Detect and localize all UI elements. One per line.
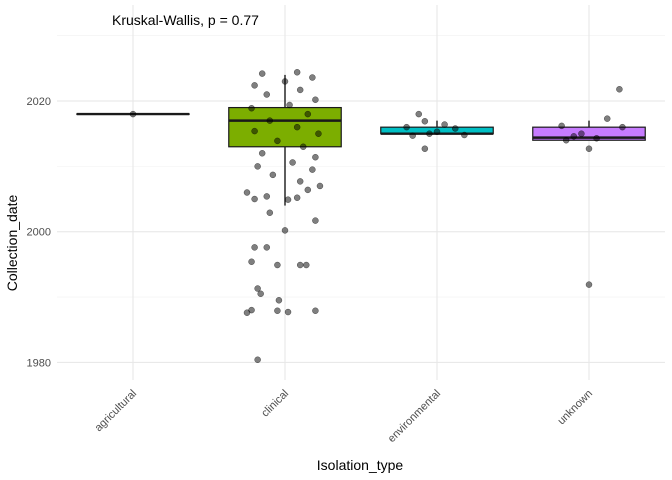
data-point-clinical (312, 96, 319, 103)
data-point-clinical (266, 209, 274, 217)
data-point-environmental (441, 121, 448, 128)
data-point-unknown (558, 122, 565, 130)
data-point-clinical (254, 356, 261, 363)
data-point-clinical (274, 307, 281, 314)
data-point-agricultural (129, 110, 137, 118)
data-point-clinical (286, 101, 293, 109)
data-point-environmental (403, 123, 410, 131)
data-point-clinical (284, 196, 292, 203)
data-point-environmental (461, 131, 468, 139)
data-point-clinical (281, 227, 289, 234)
data-point-clinical (275, 297, 283, 304)
box-clinical (228, 74, 342, 206)
data-point-clinical (269, 171, 277, 179)
data-point-clinical (296, 178, 304, 185)
data-point-clinical (243, 189, 251, 196)
data-point-unknown (593, 135, 600, 142)
data-point-environmental (451, 125, 459, 132)
data-point-clinical (263, 244, 271, 251)
data-point-environmental (426, 130, 433, 137)
data-point-clinical (316, 182, 324, 190)
data-point-clinical (257, 290, 264, 298)
data-point-clinical (266, 117, 274, 124)
y-tick-label: 2000 (27, 227, 51, 239)
y-tick-label: 2020 (27, 96, 51, 108)
data-point-clinical (251, 82, 258, 89)
data-point-clinical (296, 261, 304, 269)
data-point-clinical (315, 130, 322, 137)
data-point-clinical (281, 78, 289, 85)
data-point-clinical (254, 163, 261, 170)
data-point-environmental (409, 132, 416, 139)
data-point-clinical (303, 261, 310, 269)
data-point-environmental (415, 110, 423, 118)
data-point-clinical (299, 143, 307, 151)
data-point-clinical (312, 217, 319, 224)
data-point-clinical (251, 244, 258, 251)
box-unknown (532, 120, 646, 141)
test-annotation: Kruskal-Wallis, p = 0.77 (112, 12, 259, 28)
data-point-clinical (304, 110, 312, 118)
data-point-clinical (312, 307, 319, 314)
data-point-clinical (248, 258, 255, 266)
data-point-clinical (293, 194, 301, 201)
x-axis-title: Isolation_type (317, 457, 404, 473)
data-point-unknown (616, 86, 623, 93)
points-layer (129, 69, 626, 363)
data-point-clinical (274, 261, 281, 269)
data-point-clinical (258, 70, 266, 77)
data-point-clinical (258, 150, 266, 157)
data-point-clinical (263, 193, 271, 200)
data-point-unknown (570, 133, 578, 140)
data-point-environmental (433, 128, 441, 135)
data-point-unknown (562, 136, 570, 144)
data-point-unknown (619, 123, 626, 131)
y-tick-label: 1980 (27, 357, 51, 369)
data-point-clinical (251, 195, 258, 203)
data-point-clinical (309, 74, 316, 81)
data-point-clinical (263, 91, 271, 98)
data-point-clinical (293, 69, 301, 76)
data-point-clinical (309, 166, 316, 173)
data-point-unknown (603, 115, 611, 122)
y-tick-labels: 1980 2000 2020 (27, 96, 51, 369)
data-point-environmental (421, 145, 429, 152)
y-axis-title: Collection_date (4, 195, 20, 292)
data-point-clinical (243, 309, 251, 316)
data-point-unknown (585, 281, 593, 288)
data-point-clinical (248, 104, 255, 112)
data-point-clinical (312, 153, 319, 161)
data-point-clinical (284, 308, 292, 316)
data-point-clinical (304, 186, 312, 194)
data-point-clinical (289, 159, 296, 166)
data-point-clinical (274, 137, 281, 145)
data-point-unknown (585, 145, 593, 152)
grid-lines (57, 5, 665, 380)
data-point-clinical (251, 127, 258, 135)
data-point-environmental (421, 118, 429, 125)
data-point-unknown (578, 130, 585, 137)
box-rect (228, 106, 342, 148)
data-point-clinical (296, 86, 304, 94)
data-point-clinical (254, 285, 261, 292)
data-point-clinical (293, 123, 301, 131)
